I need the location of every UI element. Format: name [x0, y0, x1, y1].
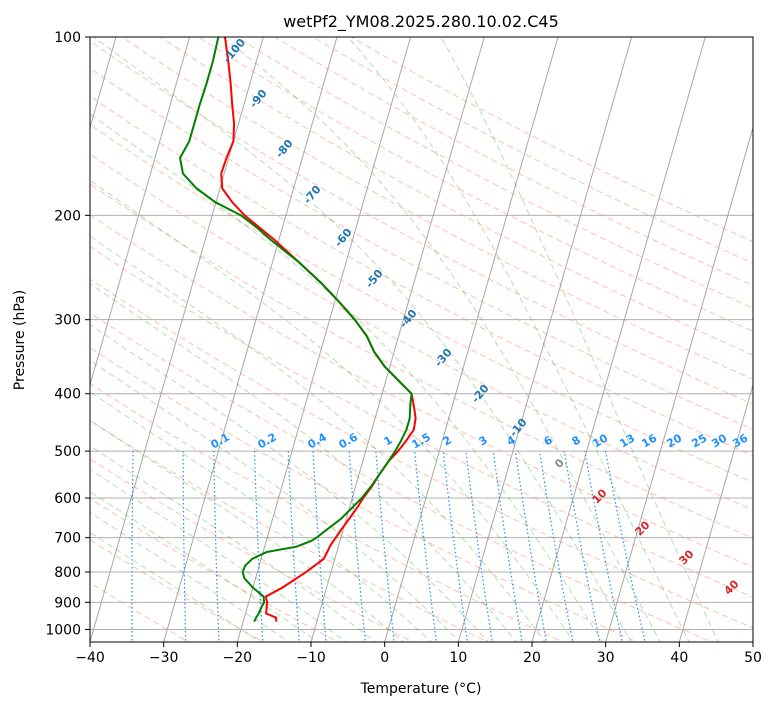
mixing-ratio-line — [604, 450, 646, 642]
x-tick-label: 30 — [597, 650, 615, 666]
mixing-ratio-line — [213, 451, 220, 642]
dry-adiabat-line — [90, 153, 753, 511]
dewpoint-profile-line — [178, 37, 413, 623]
mixing-ratio-line — [253, 451, 264, 642]
dry-adiabat-line — [90, 183, 753, 539]
mixing-ratio-line — [584, 450, 623, 642]
dry-adiabat-line — [90, 312, 713, 642]
dry-adiabat-line — [90, 347, 639, 642]
plot-area: −40 −30 −20 −10 0 10 20 30 40 50 100 200 300 400 500 60… — [45, 30, 762, 666]
dry-adiabat-line — [273, 37, 753, 287]
dry-adiabat-line — [197, 37, 753, 332]
dry-adiabat-line — [90, 67, 753, 431]
isotherm-line — [310, 37, 485, 642]
isotherm-line — [163, 37, 338, 642]
y-tick-label: 400 — [54, 387, 81, 403]
mixing-ratio-line — [465, 451, 493, 642]
moist-adiabat-line — [90, 391, 433, 642]
moist-adiabat-line — [90, 419, 404, 642]
plot-frame — [89, 36, 754, 643]
dry-adiabat-line — [159, 37, 753, 356]
moist-adiabat-line — [440, 37, 719, 642]
isotherm-line — [605, 125, 753, 642]
x-tick-label: 10 — [449, 650, 467, 666]
y-tick-label: 1000 — [45, 622, 81, 638]
mixing-ratio-line — [539, 451, 574, 642]
x-tick-label: −20 — [223, 650, 253, 666]
y-tick-label: 900 — [54, 595, 81, 611]
isotherm-line — [384, 37, 559, 642]
x-axis-label: Temperature (°C) — [360, 681, 482, 697]
mixing-ratio-line — [131, 451, 134, 642]
dry-adiabat-line — [90, 278, 753, 629]
moist-adiabat-line — [222, 37, 661, 642]
y-tick-label: 800 — [54, 565, 81, 581]
moist-adiabat-line — [90, 490, 319, 642]
y-tick-label: 100 — [54, 30, 81, 46]
moist-adiabat-line — [90, 359, 461, 642]
x-tick-label: 20 — [523, 650, 541, 666]
y-tick-label: 700 — [54, 531, 81, 547]
moist-adiabat-line — [90, 235, 546, 642]
dry-adiabat-line — [90, 419, 489, 642]
isotherm-line — [457, 37, 633, 642]
mixing-ratio-line — [563, 451, 601, 642]
dry-adiabat-line — [90, 245, 753, 598]
y-axis-label: Pressure (hPa) — [12, 290, 28, 390]
moist-adiabat-line — [93, 37, 632, 642]
dry-adiabat-line — [90, 40, 753, 405]
isotherm-line — [236, 37, 412, 642]
isotherm-line — [90, 37, 117, 130]
isotherm-line — [531, 37, 706, 642]
mixing-ratio-line — [492, 451, 523, 642]
x-tick-label: 50 — [744, 650, 762, 666]
dry-adiabat-line — [90, 458, 415, 642]
mixing-ratio-line — [182, 451, 187, 642]
moist-adiabat-line — [90, 283, 518, 642]
moist-adiabat-line — [90, 113, 603, 642]
x-tick-label: 40 — [670, 650, 688, 666]
y-tick-label: 500 — [54, 444, 81, 460]
moist-adiabat-line — [90, 179, 575, 642]
dry-adiabat-line — [90, 582, 190, 642]
mixing-ratio-line — [514, 451, 547, 642]
moist-adiabat-line — [90, 468, 348, 642]
x-tick-label: −30 — [149, 650, 179, 666]
isotherm-line — [90, 37, 191, 387]
y-tick-label: 300 — [54, 313, 81, 329]
y-tick-label: 600 — [54, 491, 81, 507]
chart-title: wetPf2_YM08.2025.280.10.02.C45 — [283, 12, 559, 32]
y-tick-label: 200 — [54, 208, 81, 224]
moist-adiabat-line — [347, 37, 690, 642]
isotherm-line — [90, 37, 264, 642]
dry-adiabat-line — [90, 382, 564, 642]
temperature-profile-line — [220, 37, 417, 622]
x-tick-label: 0 — [380, 650, 389, 666]
x-tick-label: −40 — [75, 650, 105, 666]
plot-grid — [90, 37, 753, 642]
moist-adiabat-line — [90, 445, 376, 642]
x-tick-label: −10 — [296, 650, 326, 666]
